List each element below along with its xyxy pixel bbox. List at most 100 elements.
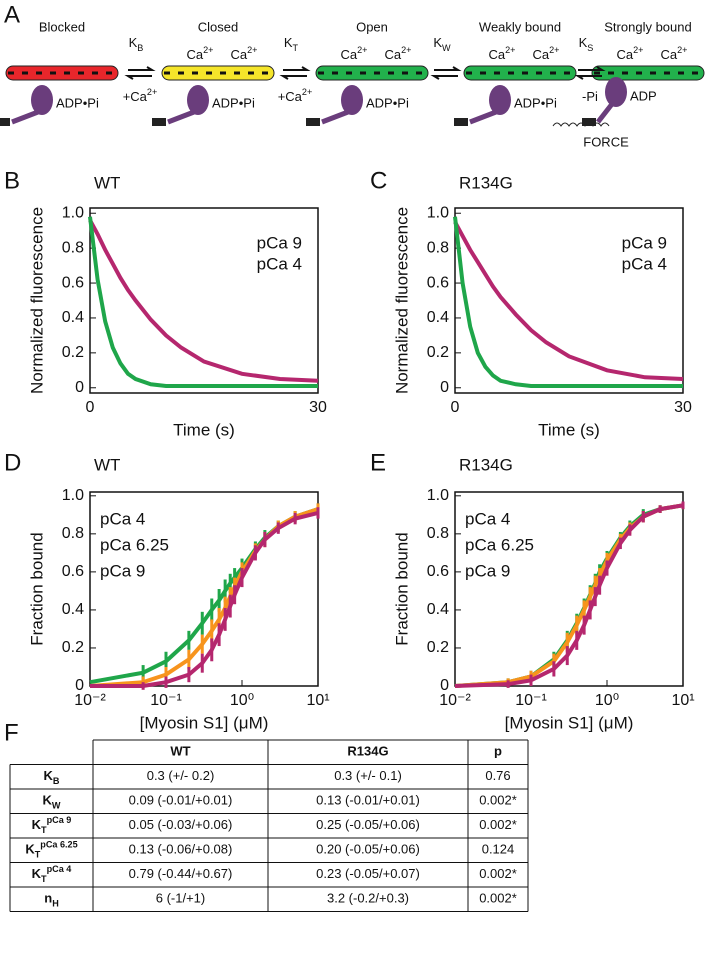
table-cell: 0.002* [479,866,517,881]
x-tick-label: 10⁻² [439,692,471,709]
myosin-lever [321,109,349,125]
y-tick-label: 0 [440,677,449,694]
chart-title: R134G [459,173,513,192]
plot-frame [454,207,684,394]
filament [591,65,705,81]
rate-label: KW [433,35,451,53]
y-tick-label: 0.8 [62,239,84,256]
myosin-tail [582,118,596,126]
series-line [88,219,319,383]
myosin-lever [11,109,39,125]
row-label: KTpCa 6.25 [25,840,77,860]
panel-label: C [370,167,387,194]
table-cell: 0.13 (-0.06/+0.08) [129,842,233,857]
x-tick-label: 0 [451,399,460,416]
text-sup: 2+ [203,45,213,55]
state-name: Open [356,19,388,34]
x-axis-label: Time (s) [173,420,235,439]
text-main: K [284,35,293,50]
y-tick-label: 0 [75,379,84,396]
myosin-head [187,85,209,115]
plot-frame [89,491,319,687]
y-tick-label: 0.4 [62,309,84,326]
series-line [90,510,319,688]
text-sub: W [52,801,61,811]
text-main: Ca [385,47,402,62]
nucleotide-label: ADP•Pi [514,95,557,110]
panel-label: D [4,449,21,476]
arrow [574,66,606,80]
text-main: +Ca [123,89,148,104]
text-sub: H [52,899,59,909]
myosin-lever [167,109,195,125]
x-tick-label: 30 [309,399,327,416]
arrow [124,66,156,80]
text-sup: pCa 4 [47,864,73,874]
table-cell: 0.002* [479,891,517,906]
y-tick-label: 0.6 [427,563,449,580]
state-name: Blocked [39,19,85,34]
nucleotide-label: ADP•Pi [56,95,99,110]
text-main: K [44,768,54,783]
text-main: K [433,35,442,50]
legend-entry: pCa 4 [100,509,145,528]
x-tick-label: 10⁰ [595,692,619,709]
text-main: +Ca [278,89,303,104]
legend-entry: pCa 4 [622,254,667,273]
table-cell: 0.3 (+/- 0.1) [334,768,402,783]
x-tick-label: 10⁻¹ [515,692,547,709]
text-main: K [43,793,53,808]
x-tick-label: 10¹ [306,692,329,709]
series-line [88,216,318,389]
y-tick-label: 0.2 [62,344,84,361]
table-header: p [494,744,502,759]
y-tick-label: 1.0 [427,204,449,221]
series-line [453,221,684,382]
text-main: Ca [617,47,634,62]
y-tick-label: 1.0 [427,487,449,504]
text-sub: T [35,850,41,860]
legend-entry: pCa 9 [465,561,510,580]
y-tick-label: 1.0 [62,204,84,221]
force-label: FORCE [583,134,629,149]
row-label: KB [44,768,60,786]
calcium-label: Ca2+ [187,45,214,62]
y-tick-label: 1.0 [62,487,84,504]
calcium-label: Ca2+ [341,45,368,62]
arrow [430,66,462,80]
x-tick-label: 10⁻² [74,692,106,709]
table-cell: 0.09 (-0.01/+0.01) [129,793,233,808]
series-line [453,216,683,389]
y-tick-label: 0.2 [427,344,449,361]
x-axis-label: [Myosin S1] (μM) [140,713,269,732]
state-name: Weakly bound [479,19,561,34]
table-cell: 0.25 (-0.05/+0.06) [316,817,420,832]
calcium-label: Ca2+ [661,45,688,62]
legend-entry: pCa 4 [465,509,510,528]
y-tick-label: 0.4 [427,309,449,326]
legend-entry: pCa 6.25 [465,535,534,554]
calcium-label: Ca2+ [231,45,258,62]
y-tick-label: 0.6 [62,563,84,580]
y-axis-label: Fraction bound [392,532,411,645]
x-tick-label: 10⁰ [230,692,254,709]
y-tick-label: 0.8 [62,525,84,542]
table-cell: 0.79 (-0.44/+0.67) [129,866,233,881]
myosin-tail [0,118,10,126]
text-main: n [44,891,52,906]
y-axis-label: Normalized fluorescence [27,207,46,394]
chart-title: R134G [459,455,513,474]
y-tick-label: 0.8 [427,239,449,256]
rate-label: KB [129,35,144,53]
plot-frame [454,491,684,687]
calcium-label: Ca2+ [489,45,516,62]
panel-label: B [4,167,20,194]
table-cell: 0.124 [482,842,515,857]
table-cell: 6 (-1/+1) [156,891,206,906]
rate-label: KS [579,35,594,53]
row-label: KW [43,793,61,811]
nucleotide-label: ADP [630,88,657,103]
y-tick-label: 0.6 [62,274,84,291]
text-main: Ca [231,47,248,62]
table-header: WT [170,744,190,759]
